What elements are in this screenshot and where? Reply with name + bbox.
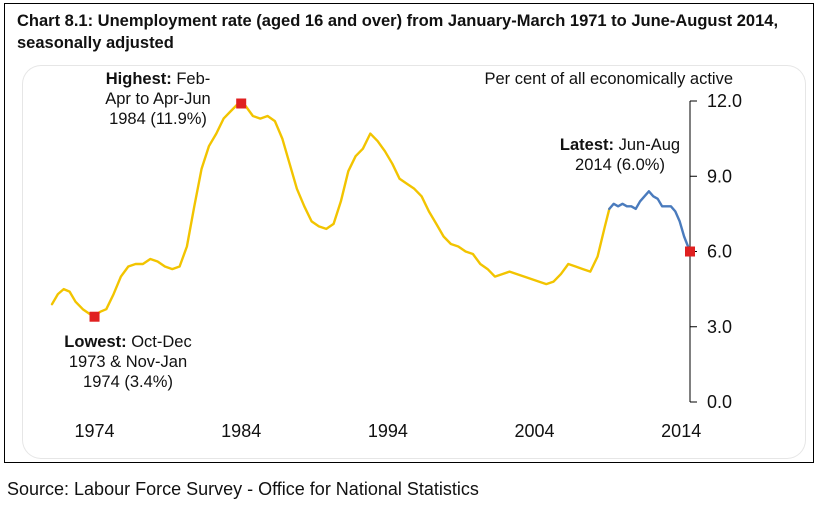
y-tick-label: 12.0 [707,91,742,111]
chart-title: Chart 8.1: Unemployment rate (aged 16 an… [17,12,779,52]
annotation-highest: Highest: Feb-Apr to Apr-Jun 1984 (11.9%) [105,70,210,128]
x-tick-label: 2014 [661,421,701,441]
y-tick-label: 0.0 [707,392,732,412]
plot-panel [23,66,805,458]
x-tick-label: 1974 [75,421,115,441]
y-axis-label: Per cent of all economically active [484,70,733,88]
y-tick-label: 3.0 [707,317,732,337]
chart-frame: Chart 8.1: Unemployment rate (aged 16 an… [4,3,814,463]
series-line-latest-period [608,190,692,253]
y-tick-label: 9.0 [707,166,732,186]
x-tick-label: 2004 [515,421,555,441]
marker-lowest [89,311,100,322]
annotation-lowest: Lowest: Oct-Dec 1973 & Nov-Jan 1974 (3.4%) [64,333,191,391]
x-tick-label: 1984 [221,421,261,441]
annotation-latest: Latest: Jun-Aug 2014 (6.0%) [560,136,680,174]
x-tick-label: 1994 [368,421,408,441]
source-note: Source: Labour Force Survey - Office for… [7,479,479,499]
series-line-unemployment-rate [50,102,611,317]
y-tick-label: 6.0 [707,242,732,262]
marker-highest [236,98,247,109]
marker-latest [685,246,695,257]
